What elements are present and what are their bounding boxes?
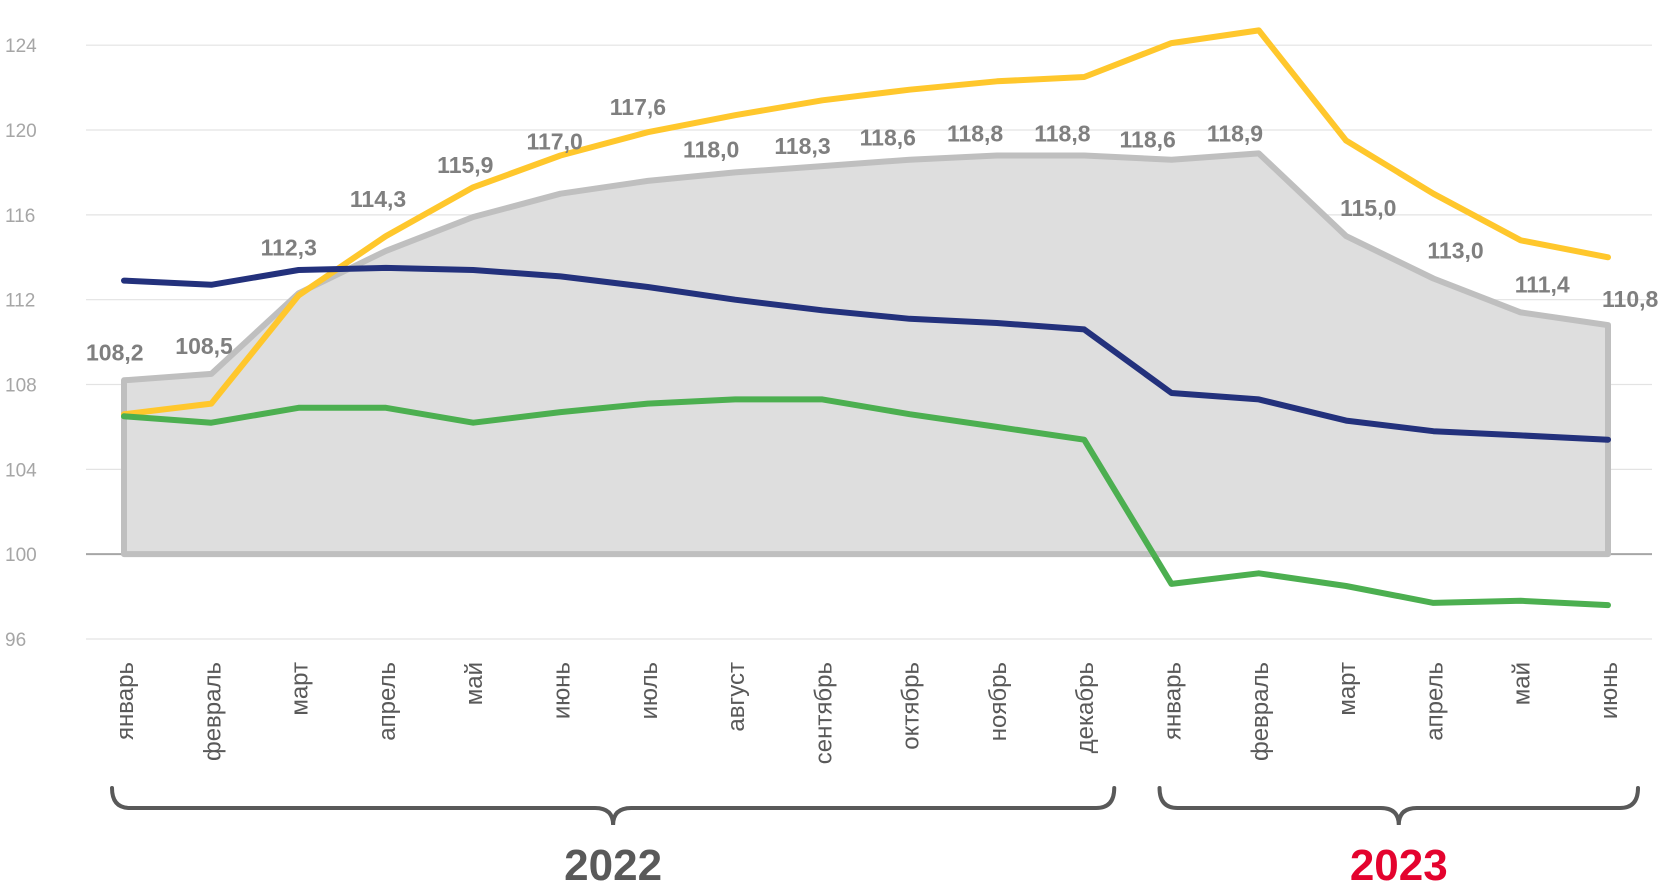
- data-label: 108,2: [86, 339, 144, 365]
- data-label: 118,6: [860, 125, 916, 151]
- data-label: 111,4: [1515, 271, 1570, 297]
- x-tick-label: июнь: [1596, 662, 1623, 719]
- data-label: 108,5: [175, 333, 233, 359]
- series-lines: [121, 27, 1611, 609]
- data-label: 118,9: [1207, 120, 1263, 146]
- x-tick-label: февраль: [1247, 662, 1274, 761]
- year-groups: 2022 2023: [110, 786, 1640, 890]
- x-tick-label: март: [1334, 662, 1361, 716]
- year-label: 2023: [1350, 841, 1448, 890]
- y-tick-label: 124: [5, 36, 37, 57]
- series-line: [121, 27, 1611, 418]
- y-tick-label: 108: [5, 376, 37, 397]
- x-tick-label: ноябрь: [985, 662, 1012, 741]
- series-line: [121, 264, 1611, 443]
- data-label: 114,3: [350, 186, 406, 212]
- x-tick-label: июнь: [548, 662, 575, 719]
- data-label: 115,9: [437, 152, 493, 178]
- data-label: 118,8: [1034, 120, 1090, 146]
- data-label: 115,0: [1340, 195, 1396, 221]
- x-tick-label: июль: [636, 662, 663, 719]
- y-tick-label: 120: [5, 121, 37, 142]
- x-tick-label: апрель: [374, 662, 401, 741]
- x-tick-label: сентябрь: [810, 662, 837, 764]
- y-tick-label: 112: [5, 291, 35, 312]
- x-tick-label: октябрь: [898, 662, 925, 750]
- x-tick-label: май: [1509, 662, 1536, 705]
- year-brace: [110, 786, 1117, 826]
- y-tick-label: 104: [5, 460, 37, 481]
- y-tick-label: 100: [5, 545, 37, 566]
- x-tick-label: март: [287, 662, 314, 716]
- data-label: 110,8: [1602, 286, 1658, 312]
- year-label: 2022: [564, 841, 662, 890]
- data-label: 118,3: [774, 133, 830, 159]
- data-label: 112,3: [261, 234, 317, 260]
- data-label: 118,0: [683, 136, 739, 162]
- y-tick-label: 96: [5, 630, 26, 651]
- x-tick-label: январь: [112, 662, 139, 740]
- data-label: 118,6: [1120, 127, 1176, 153]
- x-tick-label: декабрь: [1072, 662, 1099, 753]
- data-label: 117,0: [526, 129, 582, 155]
- year-brace: [1157, 786, 1640, 826]
- x-tick-label: август: [723, 662, 750, 732]
- x-tick-label: май: [461, 662, 488, 705]
- data-label: 113,0: [1427, 237, 1483, 263]
- data-labels: 108,2 108,5 112,3 114,3 115,9 117,0 117,6 118,0…: [86, 94, 1658, 365]
- x-tick-label: февраль: [199, 662, 226, 761]
- x-axis: январь февраль март апрель май июнь июль август…: [112, 662, 1623, 764]
- series-line: [121, 396, 1611, 609]
- data-label: 117,6: [610, 94, 666, 120]
- data-label: 118,8: [947, 120, 1003, 146]
- y-axis: 96 100 104 108 112 116 120 124: [5, 36, 37, 651]
- y-tick-label: 116: [5, 206, 35, 227]
- x-tick-label: январь: [1160, 662, 1187, 740]
- x-tick-label: апрель: [1421, 662, 1448, 741]
